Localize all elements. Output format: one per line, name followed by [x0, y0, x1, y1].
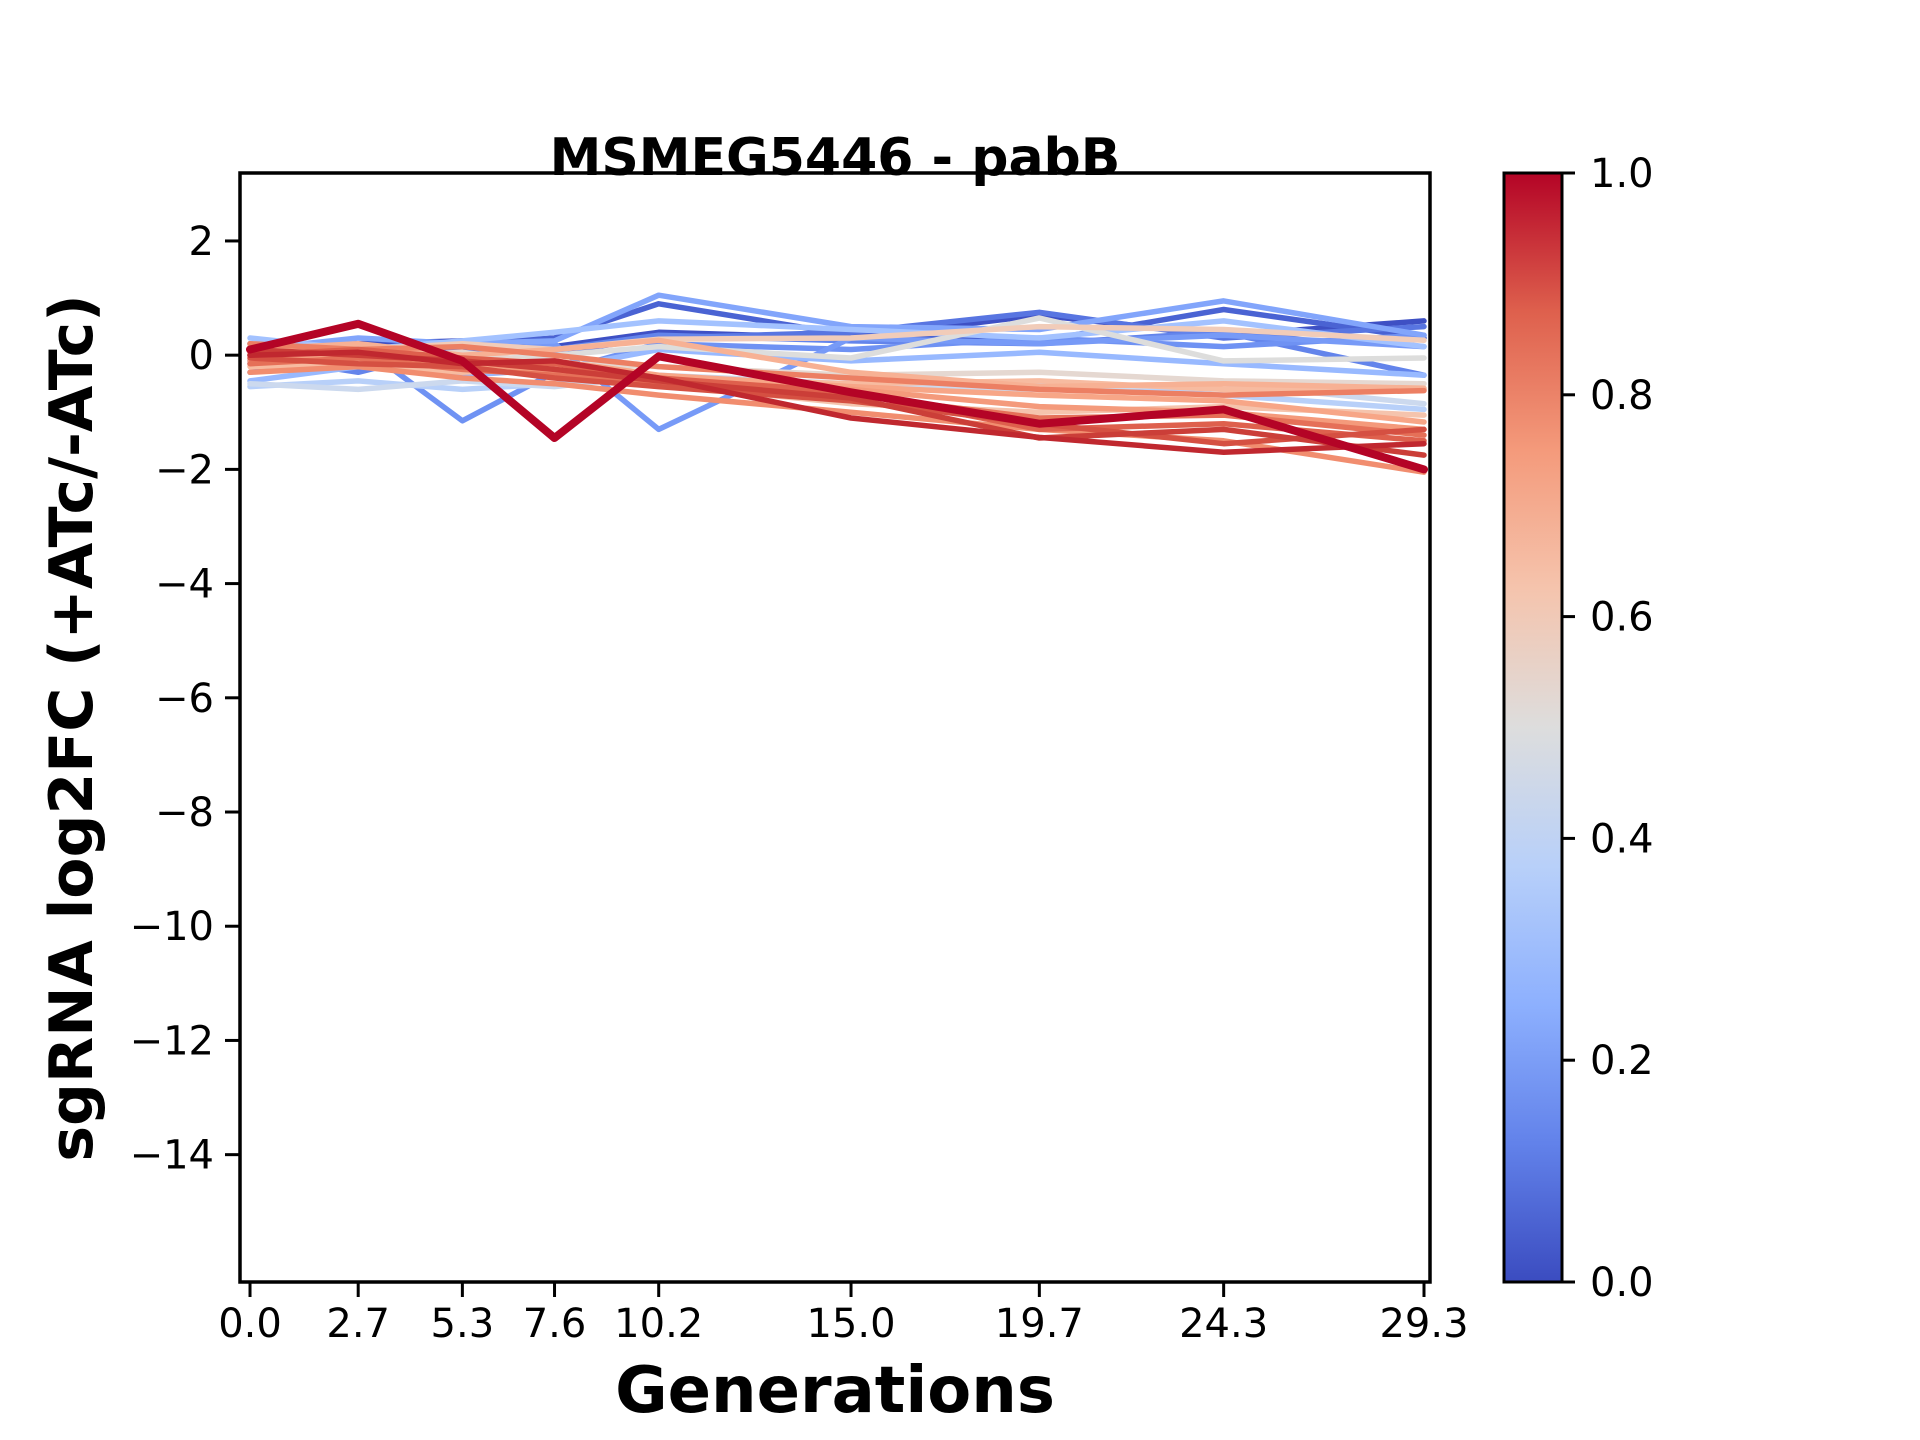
colorbar-tick-label: 0.8 [1590, 373, 1654, 419]
colorbar-frame [1502, 171, 1564, 1284]
series-line-27 [246, 319, 1428, 474]
colorbar-tick-label: 0.2 [1590, 1038, 1654, 1084]
y-tick-label: −10 [130, 904, 214, 950]
x-tick-label: 10.2 [614, 1301, 703, 1347]
chart-title: MSMEG5446 - pabB [549, 128, 1121, 188]
y-tick-label: −6 [155, 676, 214, 722]
x-tick-label: 0.0 [218, 1301, 282, 1347]
y-tick-label: −4 [155, 562, 214, 608]
series-line-21 [247, 340, 1427, 398]
x-axis-label: Generations [615, 1354, 1055, 1428]
series-line-26 [247, 349, 1427, 455]
colorbar-tick-label: 0.6 [1590, 595, 1654, 641]
x-tick-label: 24.3 [1179, 1301, 1268, 1347]
y-tick-label: 2 [189, 219, 214, 265]
y-tick-label: −14 [130, 1133, 214, 1179]
colorbar-tick-label: 0.4 [1590, 816, 1654, 862]
colorbar-tick-label: 1.0 [1590, 151, 1654, 197]
x-tick-label: 15.0 [806, 1301, 895, 1347]
series-line-24 [247, 355, 1427, 447]
x-tick-label: 5.3 [431, 1301, 495, 1347]
y-tick-label: −8 [155, 790, 214, 836]
y-tick-label: −12 [130, 1018, 214, 1064]
x-tick-label: 19.7 [995, 1301, 1084, 1347]
x-tick-label: 7.6 [523, 1301, 587, 1347]
y-tick-label: −2 [155, 447, 214, 493]
plot-frame [238, 171, 1432, 1284]
y-tick-label: 0 [189, 333, 214, 379]
colorbar [1504, 173, 1562, 1282]
x-tick-label: 29.3 [1379, 1301, 1468, 1347]
x-tick-label: 2.7 [326, 1301, 390, 1347]
colorbar-tick-label: 0.0 [1590, 1260, 1654, 1306]
